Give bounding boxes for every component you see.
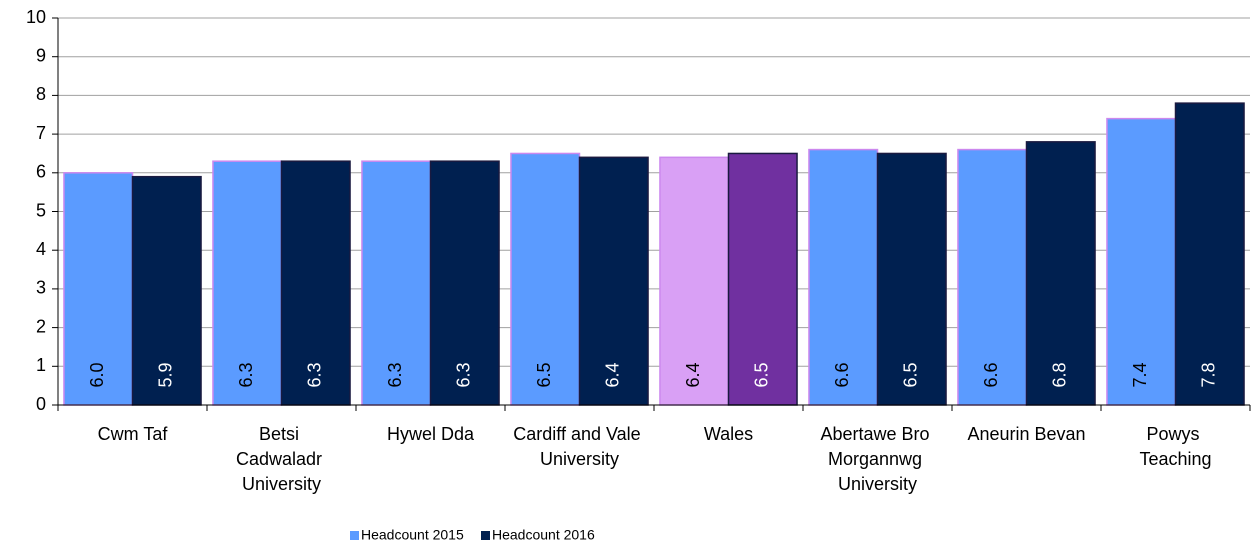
value-label: 6.3 — [236, 362, 256, 387]
y-tick-label: 0 — [36, 394, 46, 414]
y-tick-label: 9 — [36, 45, 46, 65]
value-label: 6.6 — [981, 362, 1001, 387]
value-label: 6.5 — [534, 362, 554, 387]
bar — [957, 148, 1028, 406]
x-tick-label: Hywel Dda — [387, 424, 475, 444]
y-tick-label: 1 — [36, 355, 46, 375]
y-tick-label: 2 — [36, 316, 46, 336]
bar — [361, 160, 432, 406]
bar — [212, 160, 283, 406]
x-tick-label: Aneurin Bevan — [967, 424, 1085, 444]
legend-swatch — [481, 531, 490, 540]
bar — [1174, 102, 1245, 406]
y-tick-label: 4 — [36, 239, 46, 259]
legend-label: Headcount 2016 — [492, 527, 595, 543]
value-label: 6.3 — [385, 362, 405, 387]
y-tick-label: 10 — [26, 7, 46, 27]
bar — [510, 152, 581, 406]
value-label: 6.3 — [305, 362, 325, 387]
legend-swatch — [350, 531, 359, 540]
value-label: 7.8 — [1199, 362, 1219, 387]
y-tick-label: 7 — [36, 123, 46, 143]
y-tick-label: 3 — [36, 278, 46, 298]
x-tick-label: Betsi Cadwaladr University — [236, 424, 327, 494]
value-label: 6.5 — [901, 362, 921, 387]
value-label: 6.3 — [454, 362, 474, 387]
x-tick-label: Wales — [704, 424, 753, 444]
y-tick-label: 5 — [36, 200, 46, 220]
y-tick-label: 6 — [36, 162, 46, 182]
bar — [659, 156, 730, 406]
value-label: 6.4 — [683, 362, 703, 387]
bar — [280, 160, 351, 406]
value-label: 7.4 — [1130, 362, 1150, 387]
x-tick-label: Cwm Taf — [98, 424, 169, 444]
value-label: 5.9 — [156, 362, 176, 387]
value-label: 6.5 — [752, 362, 772, 387]
x-tick-label: Cardiff and Vale University — [513, 424, 645, 469]
x-tick-label: Abertawe Bro Morgannwg University — [820, 424, 934, 494]
value-label: 6.4 — [603, 362, 623, 387]
bar — [1106, 117, 1177, 406]
x-tick-label: Powys Teaching — [1139, 424, 1211, 469]
value-label: 6.8 — [1050, 362, 1070, 387]
bar — [131, 175, 202, 406]
bar — [876, 152, 947, 406]
bar — [808, 148, 879, 406]
y-tick-label: 8 — [36, 84, 46, 104]
bar — [578, 156, 649, 406]
value-label: 6.0 — [87, 362, 107, 387]
value-label: 6.6 — [832, 362, 852, 387]
bar — [429, 160, 500, 406]
legend-label: Headcount 2015 — [361, 527, 464, 543]
